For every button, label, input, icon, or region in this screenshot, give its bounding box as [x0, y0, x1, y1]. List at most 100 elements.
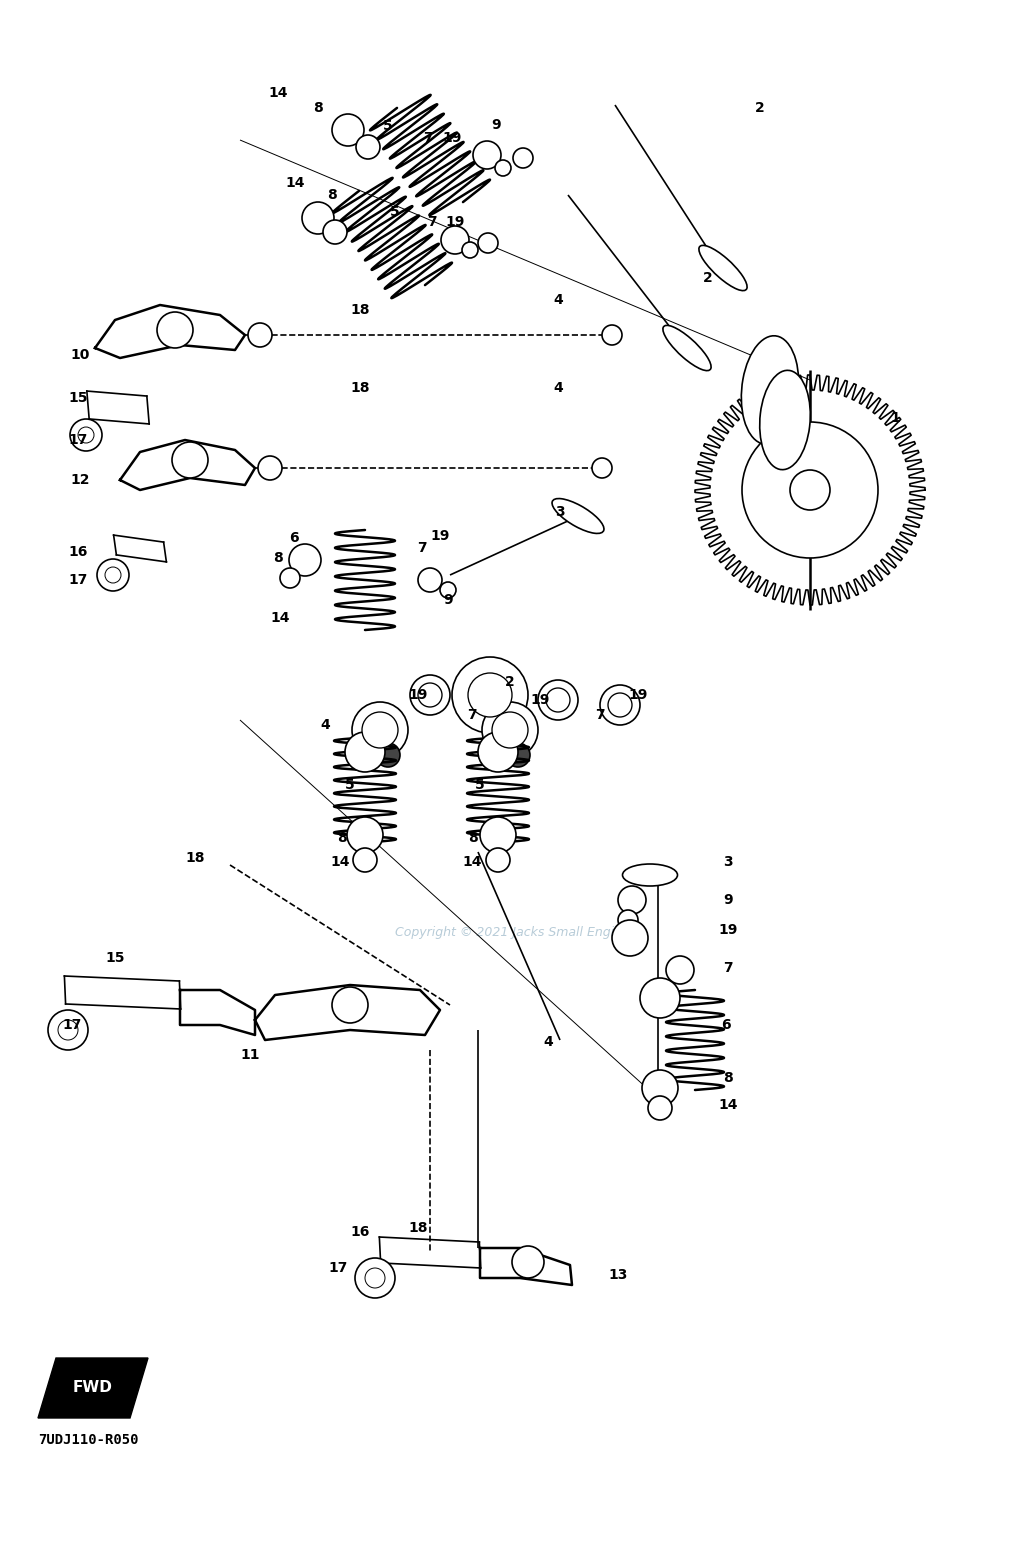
Text: 2: 2 [755, 100, 765, 116]
Ellipse shape [742, 423, 878, 558]
Ellipse shape [642, 1070, 678, 1106]
Text: 19: 19 [443, 131, 461, 145]
Text: 19: 19 [718, 924, 738, 938]
Ellipse shape [478, 233, 498, 253]
Polygon shape [38, 1359, 148, 1419]
Polygon shape [255, 985, 440, 1039]
Text: 7: 7 [417, 541, 427, 555]
Ellipse shape [552, 498, 604, 534]
Text: 19: 19 [530, 692, 550, 706]
Text: 17: 17 [62, 1018, 82, 1032]
Text: 10: 10 [70, 348, 90, 362]
Ellipse shape [353, 848, 377, 871]
Polygon shape [95, 305, 245, 358]
Text: 8: 8 [469, 831, 478, 845]
Text: 2: 2 [505, 675, 515, 689]
Text: 9: 9 [491, 119, 501, 133]
Ellipse shape [760, 370, 810, 470]
Ellipse shape [376, 743, 400, 766]
Ellipse shape [600, 685, 640, 725]
Ellipse shape [345, 732, 385, 773]
Ellipse shape [105, 567, 121, 583]
Ellipse shape [172, 443, 208, 478]
Text: 17: 17 [328, 1261, 348, 1275]
Text: 18: 18 [350, 302, 369, 318]
Ellipse shape [546, 688, 570, 712]
Text: 19: 19 [628, 688, 648, 702]
Text: 7: 7 [723, 961, 733, 975]
Text: 8: 8 [327, 188, 336, 202]
Text: 15: 15 [105, 951, 125, 965]
Ellipse shape [280, 567, 300, 588]
Text: 16: 16 [350, 1224, 369, 1240]
Text: Copyright © 2021 Jacks Small Engines: Copyright © 2021 Jacks Small Engines [395, 927, 637, 939]
Ellipse shape [352, 702, 408, 759]
Ellipse shape [347, 817, 383, 853]
Ellipse shape [741, 336, 799, 444]
Ellipse shape [70, 419, 102, 450]
Text: 14: 14 [270, 611, 290, 625]
Ellipse shape [258, 456, 282, 480]
Ellipse shape [49, 1010, 88, 1050]
Ellipse shape [648, 1096, 672, 1119]
Ellipse shape [612, 921, 648, 956]
Ellipse shape [495, 160, 511, 176]
Text: 19: 19 [446, 214, 464, 230]
Ellipse shape [97, 560, 129, 591]
Text: 6: 6 [289, 530, 299, 544]
Text: 7UDJ110-R050: 7UDJ110-R050 [38, 1433, 138, 1446]
Text: 8: 8 [273, 550, 283, 564]
Text: 4: 4 [543, 1035, 553, 1049]
Ellipse shape [362, 712, 398, 748]
Ellipse shape [663, 325, 711, 370]
Ellipse shape [289, 544, 321, 577]
Text: 5: 5 [383, 119, 393, 133]
Text: 18: 18 [350, 381, 369, 395]
Ellipse shape [365, 1268, 385, 1288]
Ellipse shape [418, 567, 442, 592]
Text: 8: 8 [337, 831, 347, 845]
Ellipse shape [618, 887, 646, 914]
Ellipse shape [538, 680, 578, 720]
Text: 19: 19 [409, 688, 427, 702]
Text: 8: 8 [723, 1072, 733, 1086]
Text: 5: 5 [475, 779, 485, 793]
Text: 4: 4 [320, 719, 330, 732]
Ellipse shape [332, 114, 364, 146]
Ellipse shape [618, 910, 638, 930]
Ellipse shape [441, 227, 469, 254]
Text: 14: 14 [330, 854, 350, 870]
Text: 2: 2 [703, 271, 713, 285]
Text: 4: 4 [553, 381, 562, 395]
Ellipse shape [418, 683, 442, 706]
Ellipse shape [78, 427, 94, 443]
Text: 3: 3 [555, 504, 565, 520]
Ellipse shape [356, 136, 380, 159]
Text: 5: 5 [390, 205, 399, 219]
Ellipse shape [467, 672, 512, 717]
Ellipse shape [791, 470, 830, 510]
Ellipse shape [512, 1246, 544, 1278]
Ellipse shape [157, 311, 193, 348]
Ellipse shape [323, 221, 347, 244]
Text: 5: 5 [345, 779, 355, 793]
Text: 14: 14 [268, 86, 288, 100]
Ellipse shape [640, 978, 680, 1018]
Ellipse shape [486, 848, 510, 871]
Ellipse shape [302, 202, 334, 234]
Text: 16: 16 [68, 544, 88, 560]
Ellipse shape [480, 817, 516, 853]
Text: 12: 12 [70, 473, 90, 487]
Text: 1: 1 [891, 412, 900, 426]
Text: 14: 14 [718, 1098, 738, 1112]
Text: 18: 18 [409, 1221, 427, 1235]
Ellipse shape [58, 1019, 78, 1039]
Ellipse shape [332, 987, 368, 1022]
Polygon shape [120, 439, 255, 490]
Ellipse shape [452, 657, 528, 732]
Ellipse shape [410, 675, 450, 715]
Text: FWD: FWD [73, 1380, 112, 1396]
Text: 6: 6 [721, 1018, 731, 1032]
Text: 7: 7 [467, 708, 477, 722]
Ellipse shape [492, 712, 528, 748]
